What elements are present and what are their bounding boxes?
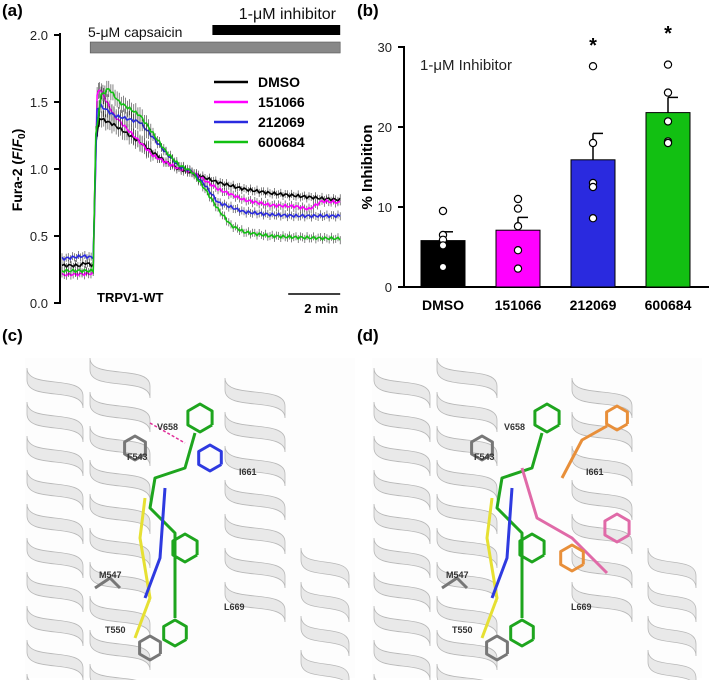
y-axis-label: Fura-2 (F/F0) — [9, 129, 28, 212]
trace-212069 — [61, 102, 341, 262]
residue-sidechains — [94, 434, 162, 662]
y-tick-label: 1.0 — [30, 162, 48, 177]
docking-image-c: V658F543I661M547L669T550Y511I573 — [25, 357, 355, 680]
inhibitor-label: 1-μM inhibitor — [239, 6, 337, 23]
ligand-structures — [133, 402, 223, 648]
x-tick-label: 212069 — [570, 297, 617, 313]
legend-label: 212069 — [258, 114, 305, 130]
panel-label-b: (b) — [357, 1, 379, 20]
y-tick-label: 0 — [385, 280, 392, 295]
data-point — [663, 138, 673, 148]
y-tick-label: 0.0 — [30, 296, 48, 311]
residue-label-L669: L669 — [224, 602, 245, 612]
y-tick-label: 20 — [378, 120, 392, 135]
residue-label-I661: I661 — [239, 467, 257, 477]
inhibitor-annotation: 1-μM Inhibitor — [420, 57, 512, 74]
legend-label: 151066 — [258, 94, 305, 110]
data-point — [513, 221, 523, 231]
data-point — [588, 138, 598, 148]
y-tick-label: 0.5 — [30, 229, 48, 244]
residue-label-I661: I661 — [586, 467, 604, 477]
capsaicin-label: 5-μM capsaicin — [88, 24, 182, 40]
data-point — [513, 245, 523, 255]
residue-label-T550: T550 — [105, 625, 126, 635]
bar-151066 — [495, 229, 541, 288]
trace-151066 — [61, 89, 341, 278]
time-scale-label: 2 min — [304, 301, 338, 316]
data-point — [663, 60, 673, 69]
data-point — [513, 264, 523, 273]
panel-label-c: (c) — [2, 326, 23, 345]
residue-sidechains — [441, 434, 509, 662]
legend-label: 600684 — [258, 134, 305, 150]
significance-marker: * — [589, 35, 597, 57]
x-tick-label: 151066 — [495, 297, 542, 313]
residue-label-L669: L669 — [571, 602, 592, 612]
data-point — [513, 194, 523, 204]
residue-label-V658: V658 — [504, 422, 525, 432]
data-point — [588, 61, 598, 71]
y-tick-label: 10 — [378, 200, 392, 215]
y-tick-label: 30 — [378, 40, 392, 55]
bar-chart: 0 10 20 30 % Inhibition 1-μM Inhibitor DMSO… — [359, 23, 709, 313]
residue-label-M547: M547 — [99, 570, 122, 580]
residue-label-F543: F543 — [127, 452, 148, 462]
ligand-structures — [480, 402, 631, 648]
y-tick-label: 2.0 — [30, 28, 48, 43]
residue-label-V658: V658 — [157, 422, 178, 432]
docking-image-d: V658F543I661M547L669T550Y511I573 — [372, 357, 702, 680]
cell-type-annotation: TRPV1-WT — [97, 290, 164, 305]
significance-marker: * — [664, 23, 672, 45]
data-point — [588, 213, 598, 223]
residue-label-T550: T550 — [452, 625, 473, 635]
trace-600684 — [61, 88, 341, 274]
data-point — [663, 88, 673, 97]
legend-label: DMSO — [258, 74, 300, 90]
inhibitor-bar — [212, 25, 341, 35]
y-axis-label: % Inhibition — [359, 125, 376, 210]
x-tick-label: 600684 — [645, 297, 692, 313]
data-point — [588, 182, 598, 192]
trace-chart: 0.0 0.5 1.0 1.5 2.0 Fura-2 (F/F0) 5-μM capsa… — [9, 6, 341, 316]
capsaicin-bar — [89, 41, 341, 54]
data-point — [663, 117, 673, 126]
residue-label-M547: M547 — [446, 570, 469, 580]
protein-helices — [26, 357, 350, 680]
panel-label-d: (d) — [357, 326, 379, 345]
residue-label-F543: F543 — [474, 452, 495, 462]
trace-DMSO — [61, 117, 341, 269]
protein-helices — [373, 357, 697, 680]
panel-label-a: (a) — [2, 1, 23, 20]
data-point — [438, 206, 448, 216]
data-point — [513, 204, 523, 213]
data-point — [438, 241, 448, 250]
x-tick-label: DMSO — [422, 297, 464, 313]
data-point — [438, 262, 448, 272]
y-tick-label: 1.5 — [30, 95, 48, 110]
